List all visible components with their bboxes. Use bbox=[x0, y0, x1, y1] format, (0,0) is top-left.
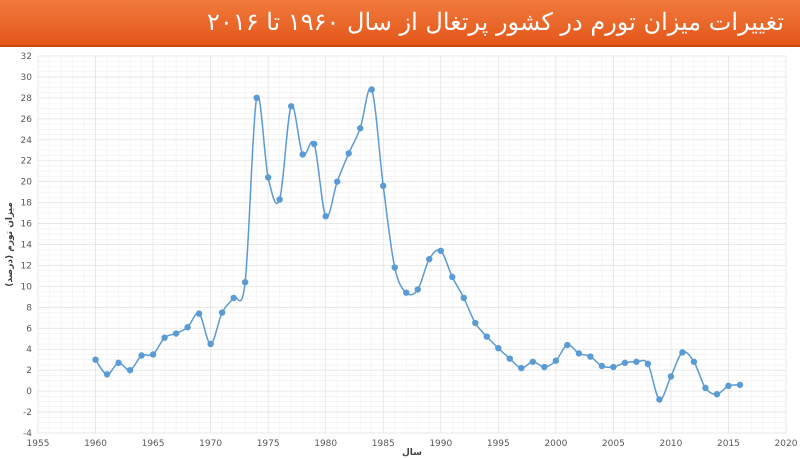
x-tick-label: 1975 bbox=[257, 439, 280, 449]
x-tick-label: 1970 bbox=[199, 439, 222, 449]
x-tick-label: 1960 bbox=[84, 439, 107, 449]
banner-divider bbox=[0, 45, 800, 47]
data-point bbox=[506, 355, 514, 362]
data-point bbox=[518, 364, 525, 372]
y-tick-label: 30 bbox=[21, 73, 33, 83]
gridlines bbox=[37, 55, 787, 434]
data-point bbox=[552, 357, 560, 364]
data-point bbox=[357, 125, 364, 132]
data-point bbox=[495, 344, 502, 352]
data-point bbox=[172, 330, 180, 337]
y-tick-label: 14 bbox=[21, 241, 33, 251]
data-point bbox=[713, 391, 721, 398]
y-tick-label: 8 bbox=[26, 303, 32, 313]
data-point bbox=[149, 351, 157, 358]
data-point bbox=[610, 363, 617, 371]
x-tick-label: 1955 bbox=[27, 439, 50, 449]
y-tick-label: 4 bbox=[26, 345, 32, 355]
x-tick-label: 2015 bbox=[717, 439, 740, 449]
x-tick-label: 1985 bbox=[372, 439, 395, 449]
y-tick-label: 2 bbox=[26, 366, 32, 376]
data-point bbox=[334, 178, 341, 185]
data-point bbox=[736, 381, 744, 389]
y-tick-label: 22 bbox=[21, 157, 32, 167]
y-tick-label: 26 bbox=[21, 115, 33, 125]
x-tick-label: 2020 bbox=[775, 439, 798, 449]
data-point bbox=[414, 286, 421, 293]
data-point bbox=[322, 213, 329, 220]
data-point bbox=[690, 358, 698, 365]
data-point bbox=[644, 360, 652, 368]
data-point bbox=[564, 341, 571, 349]
title-banner: تغییرات میزان تورم در کشور پرتغال از سال… bbox=[0, 0, 800, 45]
x-tick-label: 2005 bbox=[602, 439, 625, 449]
data-point bbox=[218, 309, 226, 316]
data-point bbox=[138, 352, 145, 359]
data-point bbox=[575, 350, 583, 357]
data-point bbox=[679, 349, 686, 356]
data-point bbox=[195, 310, 203, 317]
data-points bbox=[92, 86, 744, 403]
data-point bbox=[541, 363, 548, 371]
data-point bbox=[702, 384, 709, 392]
data-point bbox=[667, 373, 675, 380]
y-tick-label: 16 bbox=[21, 220, 33, 230]
data-point bbox=[310, 140, 318, 148]
data-point bbox=[103, 371, 111, 378]
x-tick-label: 1965 bbox=[142, 439, 165, 449]
x-tick-label: 2010 bbox=[659, 439, 682, 449]
data-point bbox=[460, 294, 467, 302]
data-point bbox=[426, 255, 433, 263]
data-point bbox=[207, 340, 214, 348]
data-point bbox=[725, 382, 732, 390]
x-tick-label: 1980 bbox=[314, 439, 337, 449]
y-tick-label: 20 bbox=[21, 178, 33, 188]
data-point bbox=[264, 174, 272, 181]
y-tick-label: -4 bbox=[23, 429, 32, 439]
x-tick-label: 2000 bbox=[544, 439, 567, 449]
data-point bbox=[437, 247, 444, 254]
x-tick-label: 1995 bbox=[487, 439, 510, 449]
y-tick-label: 28 bbox=[21, 94, 33, 104]
y-tick-label: 6 bbox=[26, 324, 32, 334]
data-point bbox=[287, 103, 295, 110]
data-point bbox=[391, 264, 398, 271]
y-tick-label: 0 bbox=[26, 387, 32, 397]
data-point bbox=[92, 356, 99, 363]
data-point bbox=[299, 151, 306, 158]
y-tick-label: -2 bbox=[23, 408, 32, 418]
x-tick-label: 1990 bbox=[429, 439, 452, 449]
data-point bbox=[368, 86, 375, 93]
data-point bbox=[161, 334, 168, 341]
data-point bbox=[380, 182, 387, 190]
data-point bbox=[656, 396, 663, 403]
y-tick-label: 32 bbox=[21, 52, 32, 62]
chart-title: تغییرات میزان تورم در کشور پرتغال از سال… bbox=[207, 8, 784, 36]
data-point bbox=[276, 196, 283, 203]
data-point bbox=[115, 359, 122, 367]
y-tick-label: 12 bbox=[21, 261, 32, 271]
y-tick-label: 24 bbox=[21, 136, 33, 146]
data-point bbox=[184, 324, 191, 331]
y-tick-label: 18 bbox=[21, 199, 33, 209]
data-point bbox=[403, 289, 410, 296]
x-axis-title: سال bbox=[402, 448, 422, 458]
data-point bbox=[621, 359, 629, 367]
data-point bbox=[449, 273, 456, 281]
y-tick-label: 10 bbox=[21, 282, 33, 292]
data-point bbox=[345, 150, 352, 157]
data-point bbox=[598, 362, 606, 370]
data-point bbox=[529, 358, 537, 365]
data-point bbox=[633, 358, 640, 365]
y-axis-title: میزان تورم (درصد) bbox=[5, 202, 15, 287]
data-point bbox=[230, 294, 237, 302]
data-point bbox=[483, 333, 490, 340]
data-point bbox=[241, 279, 249, 286]
data-point bbox=[587, 353, 594, 360]
data-point bbox=[253, 94, 260, 102]
data-point bbox=[126, 366, 134, 374]
data-point bbox=[472, 319, 479, 327]
